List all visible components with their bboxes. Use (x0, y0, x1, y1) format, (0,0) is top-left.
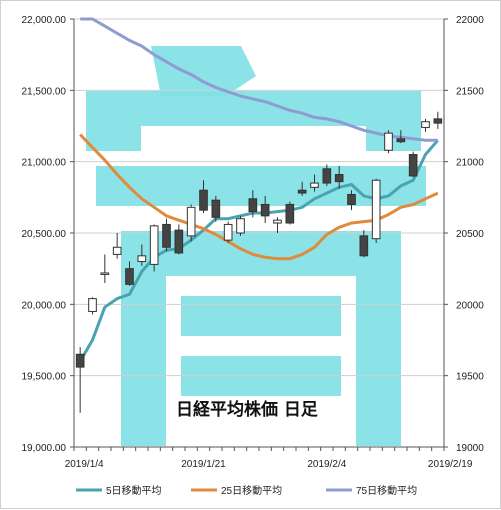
candlestick (236, 215, 245, 236)
candlesticks (75, 111, 443, 413)
candlestick (199, 180, 208, 214)
candlestick (137, 244, 147, 266)
legend-label: 5日移動平均 (106, 484, 162, 497)
y-tick-label-right: 20000 (456, 300, 484, 311)
y-tick-label-left: 20,500.00 (22, 229, 67, 240)
candlestick (112, 233, 122, 259)
x-tick-label: 2019/1/21 (181, 459, 226, 470)
candlestick (297, 181, 307, 196)
candle-body-down (285, 203, 295, 224)
candle-body-up (223, 223, 233, 241)
candle-body-up (149, 225, 159, 265)
ma-line (80, 17, 438, 142)
candlestick (433, 111, 443, 129)
candlestick (125, 261, 134, 286)
y-tick-label-left: 19,000.00 (22, 443, 67, 454)
candlestick (285, 201, 295, 225)
candlestick (310, 174, 319, 192)
y-tick-label-left: 20,000.00 (22, 300, 67, 311)
candle-body-down (125, 268, 134, 285)
y-tick-label-right: 19500 (456, 372, 484, 383)
candle-body-up (273, 219, 282, 224)
y-tick-label-left: 21,500.00 (22, 86, 67, 97)
candle-body-down (359, 235, 369, 257)
candle-body-down (248, 198, 258, 213)
legend: 5日移動平均 25日移動平均 75日移動平均 (76, 484, 417, 497)
candle-body-down (334, 174, 344, 183)
y-tick-label-left: 21,000.00 (22, 158, 67, 169)
x-tick-label: 2019/1/4 (65, 459, 104, 470)
candle-body-up (100, 272, 110, 275)
candlestick (322, 164, 332, 186)
candle-body-up (384, 132, 393, 151)
candle-body-down (396, 138, 406, 143)
candlestick (248, 190, 258, 218)
x-axis: 2019/1/4 2019/1/21 2019/2/4 2019/2/19 (65, 447, 473, 470)
legend-label: 75日移動平均 (356, 484, 417, 497)
candlestick (408, 151, 418, 178)
candle-body-up (88, 298, 97, 312)
candle-body-up (112, 246, 122, 255)
y-tick-label-right: 21500 (456, 86, 484, 97)
candle-body-up (371, 179, 381, 240)
candlestick (75, 347, 85, 413)
y-tick-label-right: 22000 (456, 15, 484, 26)
y-tick-label-right: 19000 (456, 443, 484, 454)
candlestick (149, 224, 159, 272)
candlestick (100, 254, 110, 283)
watermark-shape (181, 296, 341, 336)
candlestick (88, 297, 97, 315)
candlestick (359, 230, 369, 258)
candlestick (223, 221, 233, 243)
x-tick-label: 2019/2/19 (428, 459, 473, 470)
y-axis-left: 19,000.00 19,500.00 20,000.00 20,500.00 21,0… (22, 15, 74, 454)
y-axis-right: 19000 19500 20000 20500 21000 21500 22000 (444, 15, 484, 454)
watermark-shape (96, 166, 426, 206)
y-tick-label-right: 21000 (456, 158, 484, 169)
candle-body-up (236, 218, 245, 234)
candlestick (421, 118, 430, 132)
candle-body-down (322, 168, 332, 184)
x-tick-label: 2019/2/4 (307, 459, 346, 470)
candlestick (347, 190, 356, 211)
y-tick-label-right: 20500 (456, 229, 484, 240)
candlestick (396, 130, 406, 144)
candlestick (260, 195, 270, 224)
chart-title: 日経平均株価 日足 (176, 399, 318, 420)
candle-body-up (137, 255, 147, 263)
candle-body-down (174, 229, 184, 254)
candlestick (273, 217, 282, 233)
candle-body-up (421, 121, 430, 128)
candle-body-down (297, 189, 307, 194)
candle-body-down (199, 189, 208, 211)
candle-body-down (75, 353, 85, 368)
candlestick (334, 165, 344, 189)
watermark-shape (121, 231, 401, 446)
candlestick (162, 218, 171, 252)
candle-body-up (186, 206, 196, 237)
candle-body-down (260, 203, 270, 217)
watermark-logo (86, 46, 426, 446)
candlestick (384, 130, 393, 154)
candle-body-up (310, 182, 319, 188)
candlestick (211, 195, 221, 222)
candle-body-down (347, 193, 356, 205)
candle-body-down (211, 199, 221, 218)
y-tick-label-left: 19,500.00 (22, 372, 67, 383)
watermark-shape (151, 46, 256, 96)
candlestick (371, 178, 381, 243)
candle-body-down (408, 154, 418, 177)
candle-body-down (433, 118, 443, 124)
legend-label: 25日移動平均 (221, 484, 282, 497)
watermark-shape (86, 91, 421, 151)
candle-body-down (162, 223, 171, 248)
candlestick (186, 204, 196, 242)
candlestick (174, 224, 184, 255)
y-tick-label-left: 22,000.00 (22, 15, 67, 26)
